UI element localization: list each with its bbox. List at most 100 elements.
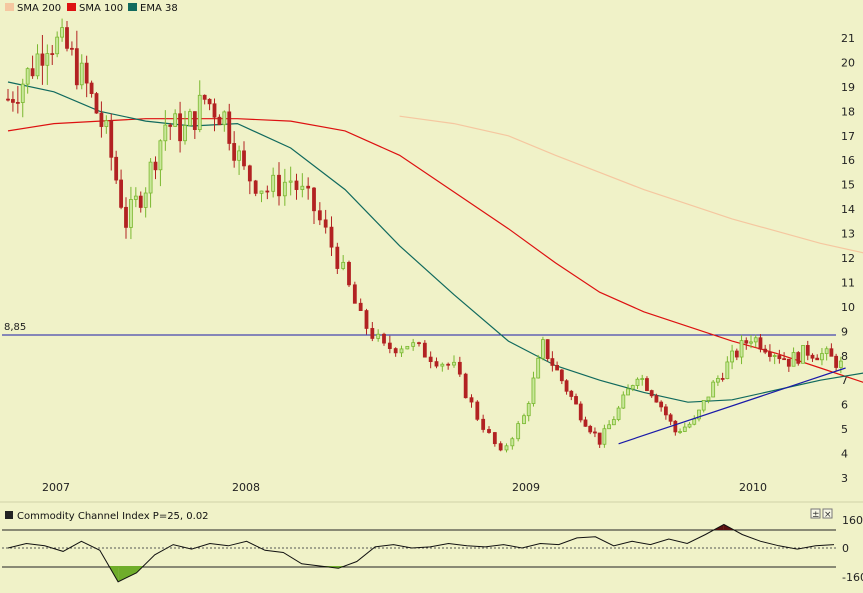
- candle-up: [711, 381, 716, 398]
- price-tick-3: 3: [841, 472, 848, 485]
- candle-down: [475, 401, 480, 420]
- candle-up: [536, 357, 541, 379]
- candle-down: [153, 161, 158, 171]
- cci-oversold-fill: [118, 566, 137, 582]
- candle-down: [796, 352, 801, 364]
- candle-down: [569, 390, 574, 397]
- candle-down: [89, 82, 94, 94]
- candle-down: [119, 179, 123, 208]
- cci-swatch: [5, 511, 13, 519]
- candle-up: [55, 36, 60, 55]
- x-axis: 2007 2008 2009 2010: [42, 481, 767, 494]
- ema-38-line: [7, 81, 863, 403]
- candle-down: [463, 373, 468, 399]
- candle-up: [791, 352, 796, 367]
- cci-line: [7, 523, 835, 583]
- price-tick-8: 8: [841, 350, 848, 363]
- candle-down: [564, 380, 569, 392]
- candle-up: [197, 94, 202, 130]
- cci-tick-160: 160: [842, 514, 863, 527]
- candle-up: [820, 353, 824, 361]
- candle-down: [124, 206, 128, 228]
- candle-up: [706, 396, 711, 401]
- candle-up: [801, 345, 805, 364]
- candle-up: [701, 400, 706, 411]
- candle-up: [541, 339, 545, 359]
- candle-down: [763, 348, 768, 353]
- candle-down: [810, 354, 815, 359]
- candle-up: [35, 53, 40, 77]
- candle-up: [630, 385, 635, 390]
- candle-down: [545, 339, 550, 359]
- candle-down: [668, 414, 673, 422]
- candle-up: [288, 180, 293, 183]
- close-icon[interactable]: ×: [824, 510, 832, 520]
- candle-up: [411, 342, 416, 347]
- candle-up: [158, 140, 163, 171]
- candle-down: [74, 48, 79, 86]
- candle-down: [138, 195, 143, 208]
- candle-up: [405, 345, 410, 350]
- candle-down: [312, 187, 316, 212]
- candle-down: [323, 219, 328, 228]
- candle-up: [45, 53, 50, 66]
- candle-down: [550, 358, 555, 366]
- candle-down: [382, 333, 386, 344]
- candle-down: [178, 113, 182, 142]
- candle-up: [222, 111, 227, 126]
- candle-down: [6, 98, 10, 101]
- price-tick-9: 9: [841, 325, 848, 338]
- candle-down: [387, 342, 392, 349]
- candle-down: [30, 68, 35, 77]
- candle-down: [11, 99, 15, 103]
- candle-down: [673, 420, 678, 433]
- level-label: 8,85: [4, 322, 26, 333]
- candle-up: [504, 445, 509, 451]
- candle-up: [640, 378, 645, 380]
- legend-swatch-sma-200: [5, 3, 14, 11]
- candle-down: [114, 156, 119, 181]
- candle-down: [434, 361, 439, 367]
- price-tick-18: 18: [841, 105, 855, 118]
- candle-down: [805, 345, 810, 356]
- maximize-button[interactable]: ±: [810, 508, 821, 520]
- price-axis: 3 4 5 6 7 8 9 10 11 12 13 14 15 16 17 18 19 20 21: [841, 32, 855, 485]
- candle-down: [469, 397, 474, 403]
- candle-up: [237, 150, 241, 161]
- close-button-box[interactable]: [822, 508, 833, 519]
- candle-down: [481, 418, 486, 430]
- price-tick-14: 14: [841, 203, 855, 216]
- candle-down: [317, 210, 322, 221]
- maximize-button-box[interactable]: [810, 508, 821, 519]
- candle-down: [578, 403, 583, 421]
- candle-up: [259, 190, 264, 194]
- candle-up: [79, 62, 84, 86]
- close-button[interactable]: ×: [822, 508, 833, 520]
- candle-up: [635, 378, 640, 386]
- price-tick-4: 4: [841, 448, 848, 461]
- candle-down: [574, 396, 578, 405]
- cci-tick-0: 0: [842, 542, 849, 555]
- candle-down: [168, 124, 173, 127]
- cci-tick-minus-160: -160: [842, 571, 863, 584]
- candle-up: [143, 192, 148, 208]
- candle-down: [265, 190, 270, 193]
- maximize-icon[interactable]: ±: [812, 510, 820, 520]
- candle-up: [173, 113, 178, 127]
- candle-up: [183, 125, 187, 142]
- candle-up: [282, 181, 287, 197]
- candle-down: [815, 357, 820, 361]
- candle-down: [202, 94, 207, 100]
- candle-up: [749, 341, 753, 344]
- candle-down: [253, 180, 258, 194]
- candle-up: [440, 363, 445, 367]
- candle-up: [510, 438, 515, 447]
- candle-up: [772, 355, 777, 357]
- price-tick-19: 19: [841, 81, 855, 94]
- candle-down: [768, 351, 772, 357]
- price-tick-10: 10: [841, 301, 855, 314]
- candle-down: [109, 120, 114, 158]
- candle-up: [725, 361, 730, 380]
